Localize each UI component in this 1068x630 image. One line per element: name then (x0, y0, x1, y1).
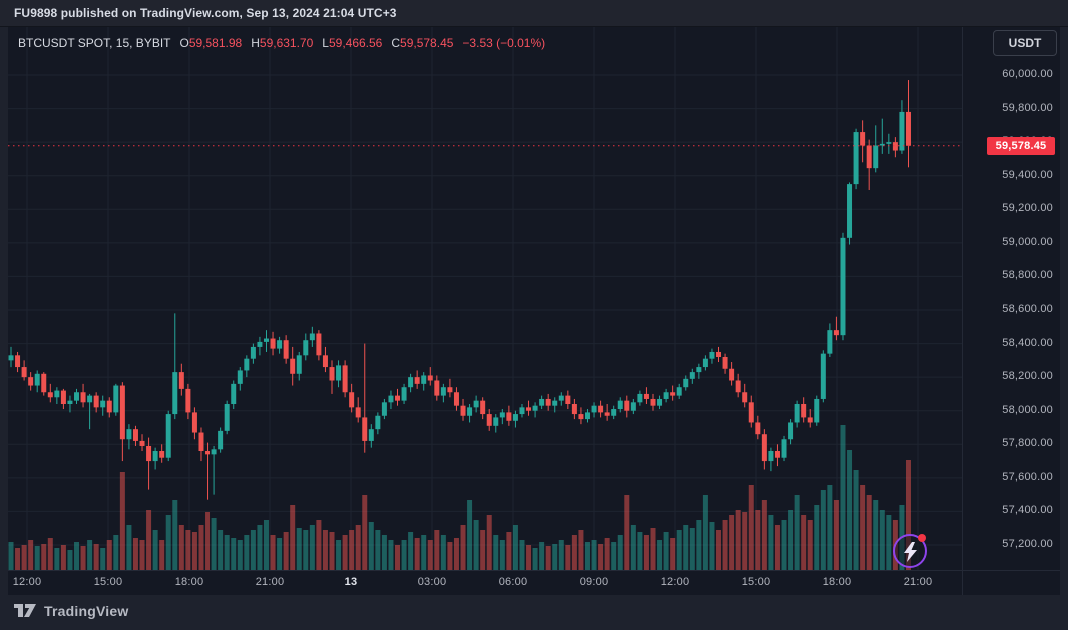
price-tick-label: 57,400.00 (1002, 504, 1053, 517)
time-tick-label: 15:00 (741, 576, 771, 588)
attribution-bar: FU9898 published on TradingView.com, Sep… (0, 0, 1068, 27)
ohlc-open: O59,581.98 (179, 36, 243, 50)
time-tick-label: 03:00 (417, 576, 447, 588)
bottom-bar: TradingView (0, 595, 1068, 630)
price-tick-label: 57,800.00 (1002, 437, 1053, 450)
ohlc-low: L59,466.56 (322, 36, 383, 50)
tradingview-logo-icon (14, 604, 36, 617)
price-tick-label: 59,000.00 (1002, 235, 1053, 248)
price-tick-label: 58,400.00 (1002, 336, 1053, 349)
change-value: −3.53 (−0.01%) (462, 36, 546, 50)
price-tick-label: 57,200.00 (1002, 537, 1053, 550)
price-tick-label: 59,400.00 (1002, 168, 1053, 181)
price-tick-label: 58,000.00 (1002, 403, 1053, 416)
time-tick-label: 13 (344, 576, 358, 588)
price-tick-label: 58,200.00 (1002, 370, 1053, 383)
currency-toggle-button[interactable]: USDT (993, 30, 1057, 56)
time-tick-label: 12:00 (12, 576, 42, 588)
price-tick-label: 58,600.00 (1002, 302, 1053, 315)
time-tick-label: 09:00 (579, 576, 609, 588)
time-tick-label: 06:00 (498, 576, 528, 588)
time-tick-label: 12:00 (660, 576, 690, 588)
symbol-title[interactable]: BTCUSDT SPOT, 15, BYBIT (18, 36, 171, 50)
tradingview-logo-text: TradingView (44, 603, 129, 619)
attribution-text: FU9898 published on TradingView.com, Sep… (14, 6, 397, 20)
last-price-label: 59,578.45 (987, 137, 1055, 155)
price-tick-label: 58,800.00 (1002, 269, 1053, 282)
tradingview-logo[interactable]: TradingView (13, 603, 128, 619)
time-tick-label: 18:00 (174, 576, 204, 588)
chart-widget (8, 27, 1060, 595)
flash-button[interactable] (893, 534, 927, 568)
notification-dot (918, 534, 926, 542)
lightning-icon (904, 542, 917, 562)
ohlc-close: C59,578.45 (391, 36, 454, 50)
price-tick-label: 59,200.00 (1002, 202, 1053, 215)
time-axis-separator (8, 570, 1060, 571)
ohlc-high: H59,631.70 (251, 36, 314, 50)
time-tick-label: 21:00 (255, 576, 285, 588)
price-tick-label: 60,000.00 (1002, 68, 1053, 80)
price-tick-label: 59,800.00 (1002, 101, 1053, 114)
chart-legend: BTCUSDT SPOT, 15, BYBIT O59,581.98 H59,6… (18, 36, 545, 50)
price-axis-separator (962, 27, 963, 595)
time-tick-label: 15:00 (93, 576, 123, 588)
price-tick-label: 57,600.00 (1002, 470, 1053, 483)
time-tick-label: 18:00 (822, 576, 852, 588)
time-tick-label: 21:00 (903, 576, 933, 588)
